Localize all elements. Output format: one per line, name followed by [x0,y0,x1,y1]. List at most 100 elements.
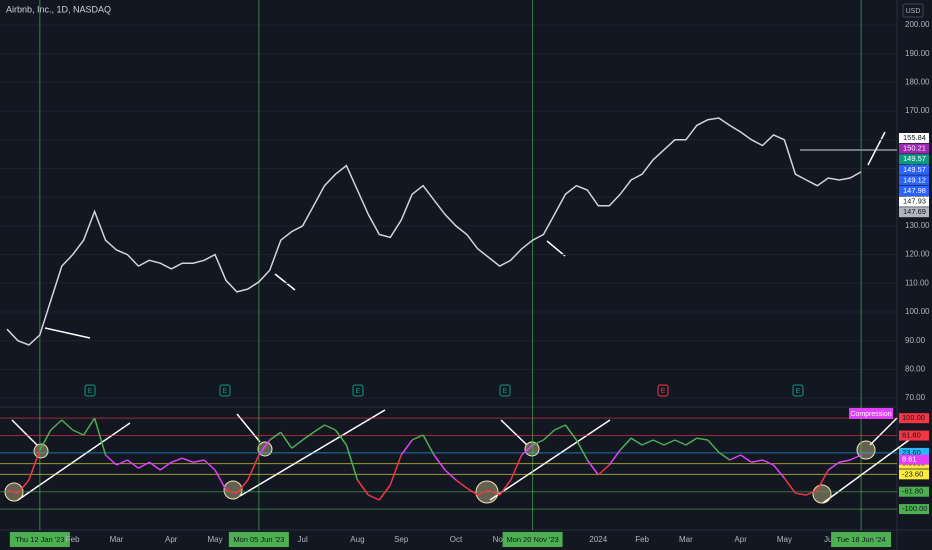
earnings-icon [84,384,96,397]
price-label-bg [899,143,929,154]
oscillator-segment [269,431,282,441]
earnings-label: E [503,388,508,395]
oscillator-segment [839,459,851,464]
oscillator-segment [586,459,599,476]
oscillator-segment [214,469,227,491]
earnings-icon [657,384,669,397]
oscillator-segment [280,431,293,449]
oscillator-segment [718,451,731,461]
last-value-bg [899,454,929,465]
date-label: Mon 20 Nov '23 [506,535,558,544]
oscillator-segment [127,459,139,469]
earnings-icon [352,384,364,397]
earnings-label: E [796,388,801,395]
oscillator-segment [105,454,118,466]
x-tick-label: Nov [493,535,507,544]
oscillator-segment [313,424,325,433]
oscillator-segment [6,489,19,494]
oscillator-segment [159,461,172,471]
y-tick-label: 110.00 [905,278,929,287]
earnings-label: E [661,388,666,395]
annotation-bg [849,408,893,419]
level-label-bg [899,504,929,515]
level-label-bg [899,447,929,458]
oscillator-segment [521,444,534,456]
earnings-icon [219,384,231,397]
level-label: -100.00 [902,504,927,513]
oscillator-segment [302,431,315,441]
x-tick-label: Oct [450,535,463,544]
oscillator-segment [455,479,468,489]
oscillator-segment [50,419,63,431]
oscillator-segment [543,429,556,441]
x-tick-label: Apr [734,535,747,544]
oscillator-segment [170,457,183,463]
oscillator-segment [422,434,435,456]
oscillator-segment [795,492,807,496]
oscillator-segment [575,439,589,461]
price-label-bg [899,164,929,175]
x-tick-label: Apr [165,535,178,544]
oscillator-segment [138,461,150,469]
last-value: 8.61 [902,455,917,464]
x-tick-label: May [777,535,792,544]
price-label: 147.98 [903,186,926,195]
x-tick-label: Aug [350,535,364,544]
price-label: 149.12 [903,175,926,184]
y-tick-label: 170.00 [905,106,930,115]
price-label-bg [899,175,929,186]
oscillator-segment [597,464,610,476]
oscillator-segment [83,417,96,436]
oscillator-segment [247,454,260,481]
oscillator-segment [619,437,632,451]
price-label: 147.93 [903,197,926,206]
price-label: 149.57 [903,165,926,174]
oscillator-segment [816,469,829,491]
oscillator-segment [532,439,544,446]
oscillator-segment [488,489,501,496]
level-label: 23.60 [902,448,921,457]
oscillator-segment [93,417,107,456]
currency: USD [906,8,921,15]
oscillator-segment [72,429,84,436]
date-label-bg [9,532,70,547]
x-tick-label: Mar [110,535,124,544]
level-label-bg [899,486,929,497]
oscillator-segment [806,489,818,496]
price-line [6,117,862,346]
oscillator-segment [324,424,336,431]
oscillator-segment [356,479,369,496]
annotation: Compression [850,411,891,418]
oscillator-segment [630,437,643,446]
level-label-bg [899,469,929,480]
y-tick-label: 80.00 [905,365,926,374]
oscillator-segment [652,439,665,446]
oscillator-segment [466,487,479,496]
price-label-bg [899,207,929,218]
x-tick-label: Feb [66,535,80,544]
oscillator-segment [444,469,457,481]
oscillator-segment [400,439,413,456]
x-tick-label: Mar [679,535,693,544]
oscillator-segment [203,459,216,471]
date-label-bg [831,532,892,547]
oscillator-segment [61,419,74,431]
oscillator-segment [433,454,446,471]
oscillator-segment [608,449,621,466]
oscillator-segment [291,439,304,449]
oscillator-segment [499,479,512,496]
oscillator-segment [554,424,566,431]
price-label: 149.57 [903,154,926,163]
oscillator-segment [663,439,676,446]
oscillator-segment [225,489,238,494]
level-label: -23.60 [902,469,923,478]
level-label-bg [899,430,929,441]
earnings-label: E [223,388,228,395]
oscillator-segment [411,434,424,441]
date-label-bg [502,532,563,547]
oscillator-segment [827,461,840,471]
currency-box [902,3,924,18]
y-tick-label: 100.00 [905,307,930,316]
